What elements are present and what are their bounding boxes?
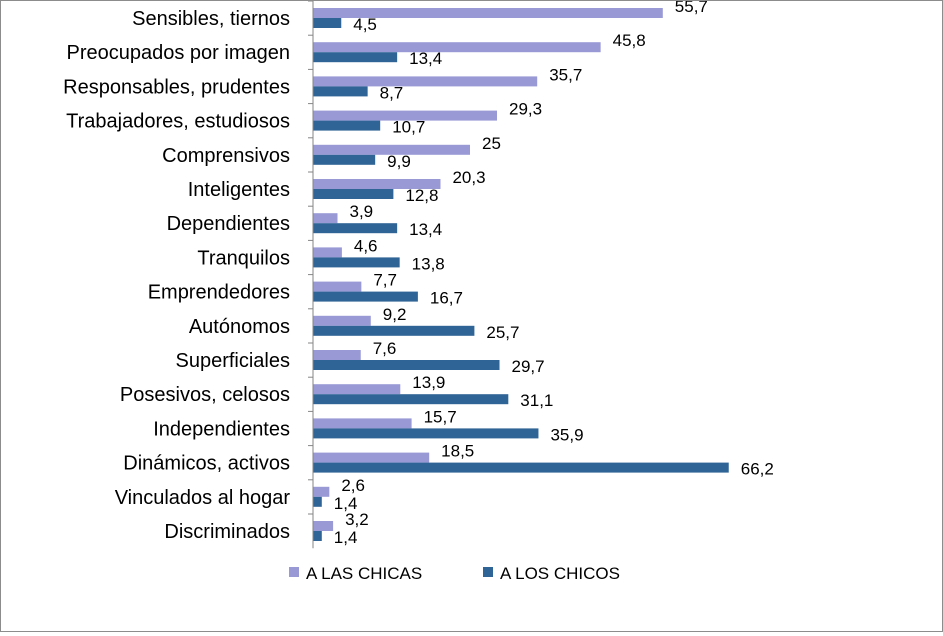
- bar-chicos-discriminados: [313, 531, 322, 541]
- category-label-preocupados-por-imagen: Preocupados por imagen: [67, 42, 290, 64]
- value-label-chicas-vinculados-al-hogar: 2,6: [341, 476, 365, 495]
- value-label-chicos-independientes: 35,9: [550, 425, 583, 444]
- category-label-emprendedores: Emprendedores: [148, 282, 290, 304]
- bar-chicos-autonomos: [313, 325, 475, 336]
- bar-chicos-comprensivos: [313, 154, 376, 165]
- bar-chicos-sensibles-tiernos: [313, 18, 342, 28]
- category-label-sensibles-tiernos: Sensibles, tiernos: [132, 8, 290, 30]
- value-label-chicos-vinculados-al-hogar: 1,4: [334, 494, 358, 513]
- bar-chicos-independientes: [313, 428, 539, 439]
- bar-chicas-posesivos-celosos: [313, 384, 401, 395]
- category-label-trabajadores-estudiosos: Trabajadores, estudiosos: [66, 111, 290, 133]
- value-label-chicos-discriminados: 1,4: [334, 528, 358, 547]
- value-label-chicas-independientes: 15,7: [424, 407, 457, 426]
- value-label-chicos-inteligentes: 12,8: [405, 186, 438, 205]
- legend-swatch-a-los-chicos: [483, 567, 493, 577]
- bar-chicas-sensibles-tiernos: [313, 8, 663, 18]
- category-label-posesivos-celosos: Posesivos, celosos: [120, 384, 290, 406]
- value-label-chicas-emprendedores: 7,7: [373, 271, 397, 290]
- bar-chicas-independientes: [313, 418, 412, 429]
- category-label-inteligentes: Inteligentes: [188, 179, 290, 201]
- legend-swatch-a-las-chicas: [289, 567, 299, 577]
- bar-chicas-superficiales: [313, 350, 361, 360]
- category-label-autonomos: Autónomos: [189, 316, 290, 338]
- category-label-dependientes: Dependientes: [167, 213, 290, 235]
- value-label-chicas-inteligentes: 20,3: [452, 168, 485, 187]
- category-label-superficiales: Superficiales: [175, 350, 290, 372]
- value-label-chicos-superficiales: 29,7: [512, 357, 545, 376]
- bar-chicas-discriminados: [313, 521, 334, 531]
- value-label-chicos-comprensivos: 9,9: [387, 152, 411, 171]
- legend-label-a-las-chicas: A LAS CHICAS: [306, 564, 422, 583]
- bar-chicos-emprendedores: [313, 291, 418, 302]
- bar-chicas-dinamicos-activos: [313, 452, 430, 463]
- labels-group: Sensibles, tiernos 55,7 4,5 Preocupados por…: [63, 0, 774, 547]
- value-label-chicos-responsables-prudentes: 8,7: [380, 83, 404, 102]
- value-label-chicas-sensibles-tiernos: 55,7: [675, 1, 708, 16]
- category-label-comprensivos: Comprensivos: [162, 145, 290, 167]
- bar-chicas-responsables-prudentes: [313, 76, 538, 87]
- value-label-chicas-preocupados-por-imagen: 45,8: [613, 31, 646, 50]
- value-label-chicos-preocupados-por-imagen: 13,4: [409, 49, 442, 68]
- value-label-chicas-trabajadores-estudiosos: 29,3: [509, 100, 542, 119]
- bar-chicos-vinculados-al-hogar: [313, 496, 322, 507]
- category-label-vinculados-al-hogar: Vinculados al hogar: [115, 487, 291, 509]
- bar-chicas-trabajadores-estudiosos: [313, 110, 498, 121]
- value-label-chicas-tranquilos: 4,6: [354, 236, 378, 255]
- bar-chicas-dependientes: [313, 213, 338, 224]
- category-label-independientes: Independientes: [153, 418, 290, 440]
- bar-chicos-tranquilos: [313, 257, 400, 268]
- bar-chicos-posesivos-celosos: [313, 394, 509, 405]
- bar-chicas-autonomos: [313, 315, 371, 326]
- bar-chicos-dependientes: [313, 223, 398, 234]
- bar-chicas-preocupados-por-imagen: [313, 42, 601, 53]
- value-label-chicas-superficiales: 7,6: [373, 339, 397, 358]
- value-label-chicos-emprendedores: 16,7: [430, 289, 463, 308]
- category-label-discriminados: Discriminados: [164, 521, 290, 543]
- value-label-chicos-autonomos: 25,7: [486, 323, 519, 342]
- category-label-dinamicos-activos: Dinámicos, activos: [123, 453, 290, 475]
- value-label-chicos-trabajadores-estudiosos: 10,7: [392, 118, 425, 137]
- value-label-chicas-comprensivos: 25: [482, 134, 501, 153]
- bars-group: [313, 8, 729, 541]
- bar-chicas-tranquilos: [313, 247, 342, 258]
- bar-chicas-emprendedores: [313, 281, 362, 292]
- bar-chicos-preocupados-por-imagen: [313, 52, 398, 63]
- legend-label-a-los-chicos: A LOS CHICOS: [500, 564, 620, 583]
- value-label-chicas-autonomos: 9,2: [383, 305, 407, 324]
- bar-chicas-inteligentes: [313, 179, 441, 189]
- bar-chicos-dinamicos-activos: [313, 462, 729, 473]
- category-label-tranquilos: Tranquilos: [197, 247, 290, 269]
- bar-chicas-vinculados-al-hogar: [313, 486, 330, 497]
- value-label-chicos-sensibles-tiernos: 4,5: [353, 15, 377, 34]
- legend: A LAS CHICAS A LOS CHICOS: [289, 564, 620, 583]
- bar-chicos-inteligentes: [313, 189, 394, 199]
- value-label-chicos-tranquilos: 13,8: [412, 254, 445, 273]
- bar-chicos-trabajadores-estudiosos: [313, 120, 381, 131]
- value-label-chicas-discriminados: 3,2: [345, 510, 369, 529]
- category-label-responsables-prudentes: Responsables, prudentes: [63, 76, 290, 98]
- value-label-chicas-dinamicos-activos: 18,5: [441, 442, 474, 461]
- value-label-chicos-posesivos-celosos: 31,1: [520, 391, 553, 410]
- bar-chicos-superficiales: [313, 360, 500, 370]
- bar-chicas-comprensivos: [313, 144, 470, 155]
- value-label-chicas-dependientes: 3,9: [349, 202, 373, 221]
- value-label-chicas-responsables-prudentes: 35,7: [549, 65, 582, 84]
- value-label-chicos-dependientes: 13,4: [409, 220, 442, 239]
- bar-chicos-responsables-prudentes: [313, 86, 368, 97]
- value-label-chicas-posesivos-celosos: 13,9: [412, 373, 445, 392]
- value-label-chicos-dinamicos-activos: 66,2: [741, 460, 774, 479]
